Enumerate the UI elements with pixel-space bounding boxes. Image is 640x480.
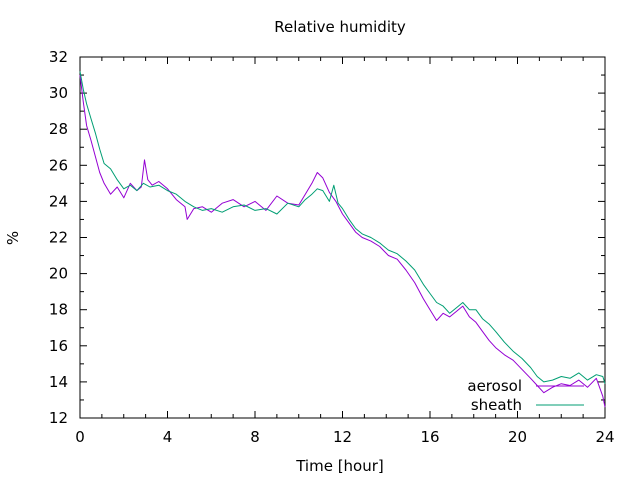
y-tick-label: 20 bbox=[49, 265, 68, 283]
y-tick-label: 30 bbox=[49, 84, 68, 102]
y-tick-label: 22 bbox=[49, 229, 68, 247]
x-axis-label: Time [hour] bbox=[295, 457, 384, 475]
chart-title: Relative humidity bbox=[274, 18, 406, 36]
y-tick-label: 18 bbox=[49, 301, 68, 319]
x-axis: 0 4 8 12 16 20 24 bbox=[75, 57, 615, 446]
x-tick-label: 8 bbox=[250, 428, 260, 446]
legend-label-sheath: sheath bbox=[471, 396, 522, 414]
x-tick-label: 24 bbox=[595, 428, 614, 446]
y-tick-label: 12 bbox=[49, 409, 68, 427]
series-line-aerosol bbox=[79, 75, 606, 408]
x-tick-label: 20 bbox=[508, 428, 527, 446]
y-tick-label: 32 bbox=[49, 48, 68, 66]
series-line-sheath bbox=[79, 71, 606, 384]
x-tick-label: 4 bbox=[163, 428, 173, 446]
y-tick-label: 24 bbox=[49, 192, 68, 210]
series-layer bbox=[79, 71, 606, 408]
x-tick-label: 16 bbox=[420, 428, 439, 446]
legend-label-aerosol: aerosol bbox=[467, 377, 522, 395]
x-tick-label: 0 bbox=[75, 428, 85, 446]
y-tick-label: 14 bbox=[49, 373, 68, 391]
y-tick-label: 28 bbox=[49, 120, 68, 138]
y-axis-label: % bbox=[4, 231, 22, 245]
x-tick-label: 12 bbox=[333, 428, 352, 446]
y-tick-label: 16 bbox=[49, 337, 68, 355]
y-tick-label: 26 bbox=[49, 156, 68, 174]
y-axis: 12 14 16 18 20 22 24 26 28 30 32 bbox=[49, 48, 605, 427]
plot-frame bbox=[79, 56, 606, 419]
